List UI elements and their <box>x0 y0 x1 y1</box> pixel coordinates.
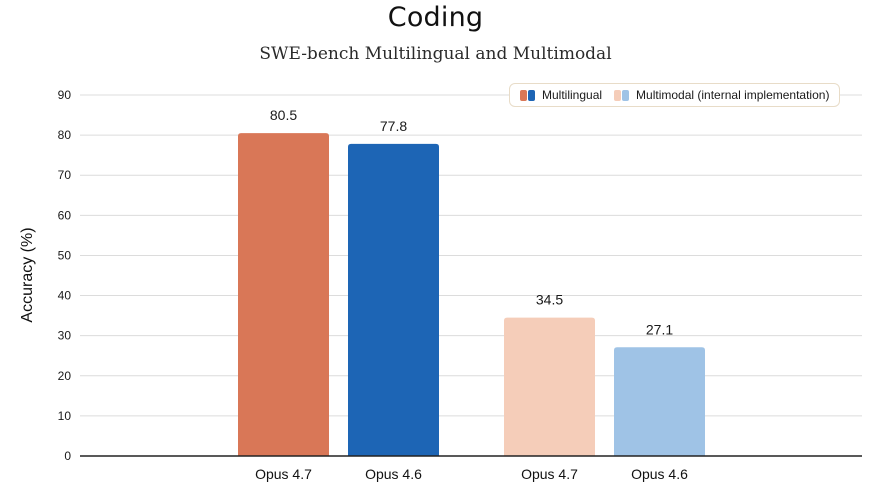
legend-item-multilingual: Multilingual <box>520 88 602 102</box>
legend-label: Multilingual <box>542 88 603 102</box>
x-tick-label: Opus 4.6 <box>365 466 422 482</box>
x-axis-labels: Opus 4.7 Opus 4.6 Opus 4.7 Opus 4.6 <box>255 466 688 482</box>
legend-swatch <box>528 89 535 101</box>
bar <box>348 143 439 457</box>
chart-title: Coding <box>387 2 484 33</box>
x-tick-label: Opus 4.7 <box>255 466 312 482</box>
legend-swatch <box>622 89 630 101</box>
x-tick-label: Opus 4.6 <box>631 466 688 482</box>
legend-item-multimodal: Multimodal (internal implementation) <box>614 88 829 102</box>
y-tick-label: 30 <box>58 329 72 343</box>
y-tick-label: 60 <box>58 208 72 222</box>
y-tick-label: 50 <box>58 248 72 262</box>
y-tick-label: 70 <box>58 168 72 182</box>
bars <box>238 133 705 457</box>
y-tick-label: 0 <box>64 449 71 463</box>
bar <box>238 133 329 456</box>
chart-legend: Multilingual Multimodal (internal implem… <box>509 83 841 107</box>
value-labels: 80.5 77.8 34.5 27.1 <box>270 107 673 337</box>
y-tick-label: 10 <box>58 409 72 423</box>
bar-value-label: 80.5 <box>270 107 297 123</box>
y-tick-label: 20 <box>58 369 72 383</box>
legend-label: Multimodal (internal implementation) <box>636 88 830 102</box>
y-tick-label: 40 <box>58 289 72 303</box>
bar-value-label: 27.1 <box>646 321 673 337</box>
legend-swatch <box>520 89 527 101</box>
y-axis-ticks: 0 10 20 30 40 50 60 70 80 90 <box>58 88 72 463</box>
bar <box>614 347 705 456</box>
y-axis-title: Accuracy (%) <box>19 227 36 322</box>
y-tick-label: 80 <box>58 128 72 142</box>
x-tick-label: Opus 4.7 <box>521 466 578 482</box>
y-tick-label: 90 <box>58 88 72 102</box>
bar-value-label: 77.8 <box>380 118 407 134</box>
bar <box>504 317 595 456</box>
bar-value-label: 34.5 <box>536 292 563 308</box>
chart-subtitle: SWE-bench Multilingual and Multimodal <box>259 44 612 64</box>
legend-swatch <box>614 89 622 101</box>
gridlines <box>80 94 862 417</box>
